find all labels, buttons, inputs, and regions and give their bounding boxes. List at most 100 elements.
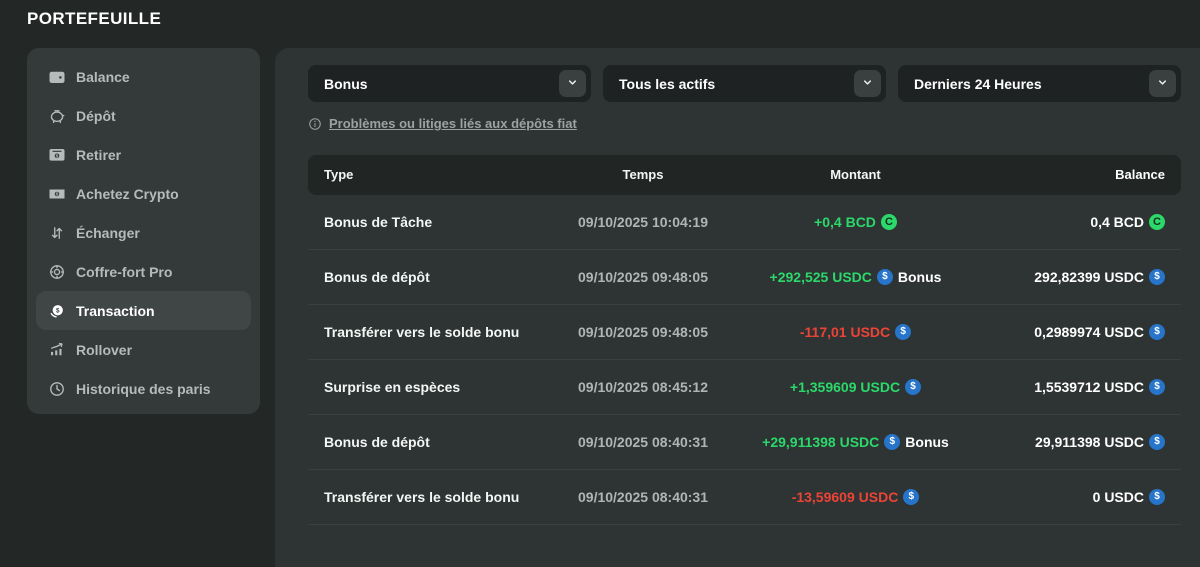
usdc-coin-icon: $ xyxy=(1149,488,1165,505)
sidebar-item-transaction[interactable]: $ Transaction xyxy=(36,291,251,330)
chevron-down-icon xyxy=(567,76,578,91)
column-header-time: Temps xyxy=(622,167,664,182)
transaction-balance: 0,2989974 USDC $ xyxy=(978,323,1181,340)
table-row: Transférer vers le solde bonu 09/10/2025… xyxy=(308,305,1181,360)
balance-value: 0 USDC xyxy=(1092,488,1144,505)
usdc-coin-icon: $ xyxy=(1149,268,1165,285)
sidebar-item-label: Échanger xyxy=(76,224,140,241)
column-header-balance: Balance xyxy=(1115,167,1165,182)
usdc-coin-icon: $ xyxy=(884,433,901,450)
sidebar-item-label: Dépôt xyxy=(76,107,116,124)
sidebar-item--changer[interactable]: Échanger xyxy=(36,213,251,252)
table-row: Transférer vers le solde bonu 09/10/2025… xyxy=(308,470,1181,525)
transaction-type: Bonus de dépôt xyxy=(324,268,430,285)
transaction-amount: -13,59609 USDC $ xyxy=(733,488,978,505)
filter-bar: Bonus Tous les actifs Derniers 24 Heures xyxy=(308,65,1181,102)
svg-text:$: $ xyxy=(56,191,59,196)
withdraw-icon: $ xyxy=(48,146,66,164)
transaction-type: Bonus de Tâche xyxy=(324,213,433,230)
amount-value: +0,4 BCD xyxy=(814,213,876,230)
usdc-coin-icon: $ xyxy=(876,268,893,285)
sidebar-item-label: Historique des paris xyxy=(76,380,211,397)
transaction-type: Transférer vers le solde bonu xyxy=(324,323,520,340)
sidebar-item-retirer[interactable]: $ Retirer xyxy=(36,135,251,174)
amount-value: +29,911398 USDC xyxy=(762,433,880,450)
balance-value: 292,82399 USDC xyxy=(1034,268,1144,285)
chevron-down-icon xyxy=(862,76,873,91)
transaction-amount: -117,01 USDC $ xyxy=(733,323,978,340)
transaction-balance: 1,5539712 USDC $ xyxy=(978,378,1181,395)
transaction-type: Transférer vers le solde bonu xyxy=(324,488,520,505)
clock-icon xyxy=(48,380,66,398)
bcd-coin-icon: C xyxy=(1149,213,1165,230)
transaction-balance: 29,911398 USDC $ xyxy=(978,433,1181,450)
usdc-coin-icon: $ xyxy=(1149,323,1165,340)
transaction-balance: 0 USDC $ xyxy=(978,488,1181,505)
usdc-coin-icon: $ xyxy=(1149,433,1165,450)
sidebar-item-label: Achetez Crypto xyxy=(76,185,179,202)
type-filter-value: Bonus xyxy=(324,75,368,92)
vault-icon xyxy=(48,263,66,281)
time-filter-dropdown[interactable]: Derniers 24 Heures xyxy=(898,65,1181,102)
svg-text:$: $ xyxy=(56,153,59,158)
sidebar-item-achetez-crypto[interactable]: $ Achetez Crypto xyxy=(36,174,251,213)
bonus-tag: Bonus xyxy=(905,433,949,450)
sidebar-item-historique-des-paris[interactable]: Historique des paris xyxy=(36,369,251,408)
type-filter-expand-button[interactable] xyxy=(559,70,586,97)
sidebar-item-label: Balance xyxy=(76,68,130,85)
column-header-type: Type xyxy=(324,167,354,182)
table-row: Bonus de dépôt 09/10/2025 08:40:31 +29,9… xyxy=(308,415,1181,470)
asset-filter-dropdown[interactable]: Tous les actifs xyxy=(603,65,886,102)
transaction-time: 09/10/2025 10:04:19 xyxy=(578,213,708,230)
usdc-coin-icon: $ xyxy=(905,378,922,395)
usdc-coin-icon: $ xyxy=(1149,378,1165,395)
sidebar-item-label: Transaction xyxy=(76,302,155,319)
table-row: Bonus de dépôt 09/10/2025 09:48:05 +292,… xyxy=(308,250,1181,305)
time-filter-value: Derniers 24 Heures xyxy=(914,75,1042,92)
swap-icon xyxy=(48,224,66,242)
transaction-amount: +1,359609 USDC $ xyxy=(733,378,978,395)
asset-filter-expand-button[interactable] xyxy=(854,70,881,97)
transaction-time: 09/10/2025 09:48:05 xyxy=(578,268,708,285)
transaction-amount: +0,4 BCD C xyxy=(733,213,978,230)
transaction-type: Surprise en espèces xyxy=(324,378,461,395)
transaction-amount: +292,525 USDC $ Bonus xyxy=(733,268,978,285)
transaction-type: Bonus de dépôt xyxy=(324,433,430,450)
type-filter-dropdown[interactable]: Bonus xyxy=(308,65,591,102)
svg-text:$: $ xyxy=(56,307,60,314)
fiat-dispute-link[interactable]: Problèmes ou litiges liés aux dépôts fia… xyxy=(308,116,577,131)
column-header-amount: Montant xyxy=(830,167,881,182)
table-header: Type Temps Montant Balance xyxy=(308,154,1181,195)
table-row: Bonus de Tâche 09/10/2025 10:04:19 +0,4 … xyxy=(308,195,1181,250)
balance-value: 0,2989974 USDC xyxy=(1034,323,1144,340)
asset-filter-value: Tous les actifs xyxy=(619,75,716,92)
transaction-time: 09/10/2025 08:45:12 xyxy=(578,378,708,395)
usdc-coin-icon: $ xyxy=(903,488,920,505)
transaction-amount: +29,911398 USDC $ Bonus xyxy=(733,433,978,450)
sidebar-item-coffre-fort-pro[interactable]: Coffre-fort Pro xyxy=(36,252,251,291)
amount-value: -117,01 USDC xyxy=(799,323,891,340)
sidebar-item-d-p-t[interactable]: Dépôt xyxy=(36,96,251,135)
piggy-bank-icon xyxy=(48,107,66,125)
rollover-icon xyxy=(48,341,66,359)
transaction-balance: 0,4 BCD C xyxy=(978,213,1181,230)
sidebar-item-label: Rollover xyxy=(76,341,133,358)
transaction-icon: $ xyxy=(48,302,66,320)
sidebar: Balance Dépôt $ Retirer $ Achetez Crypto… xyxy=(27,48,260,414)
wallet-icon xyxy=(48,68,66,86)
transactions-table: Type Temps Montant Balance Bonus de Tâch… xyxy=(308,154,1181,525)
amount-value: +1,359609 USDC xyxy=(789,378,901,395)
sidebar-item-label: Retirer xyxy=(76,146,122,163)
info-icon xyxy=(308,117,322,131)
main-panel: Bonus Tous les actifs Derniers 24 Heures… xyxy=(275,48,1200,567)
table-body: Bonus de Tâche 09/10/2025 10:04:19 +0,4 … xyxy=(308,195,1181,525)
fiat-dispute-link-label: Problèmes ou litiges liés aux dépôts fia… xyxy=(329,116,577,131)
transaction-time: 09/10/2025 08:40:31 xyxy=(578,488,708,505)
time-filter-expand-button[interactable] xyxy=(1149,70,1176,97)
buy-crypto-icon: $ xyxy=(48,185,66,203)
bcd-coin-icon: C xyxy=(880,213,897,230)
transaction-balance: 292,82399 USDC $ xyxy=(978,268,1181,285)
sidebar-item-rollover[interactable]: Rollover xyxy=(36,330,251,369)
table-row: Surprise en espèces 09/10/2025 08:45:12 … xyxy=(308,360,1181,415)
sidebar-item-balance[interactable]: Balance xyxy=(36,57,251,96)
